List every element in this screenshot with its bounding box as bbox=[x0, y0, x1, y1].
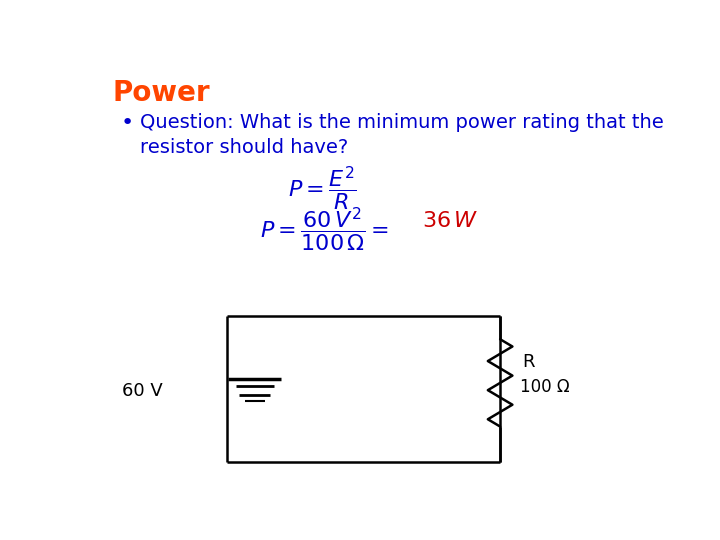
Text: Question: What is the minimum power rating that the: Question: What is the minimum power rati… bbox=[140, 113, 664, 132]
Text: R: R bbox=[523, 353, 535, 371]
Text: 60 V: 60 V bbox=[122, 382, 163, 400]
Text: 100 Ω: 100 Ω bbox=[520, 378, 570, 396]
Text: •: • bbox=[121, 113, 134, 133]
Text: Power: Power bbox=[112, 79, 210, 107]
Text: resistor should have?: resistor should have? bbox=[140, 138, 348, 157]
Text: $P = \dfrac{60\,V^2}{100\,\Omega} = $: $P = \dfrac{60\,V^2}{100\,\Omega} = $ bbox=[260, 206, 390, 254]
Text: $36\,W$: $36\,W$ bbox=[422, 211, 479, 231]
Text: $P = \dfrac{E^2}{R}$: $P = \dfrac{E^2}{R}$ bbox=[288, 165, 357, 213]
